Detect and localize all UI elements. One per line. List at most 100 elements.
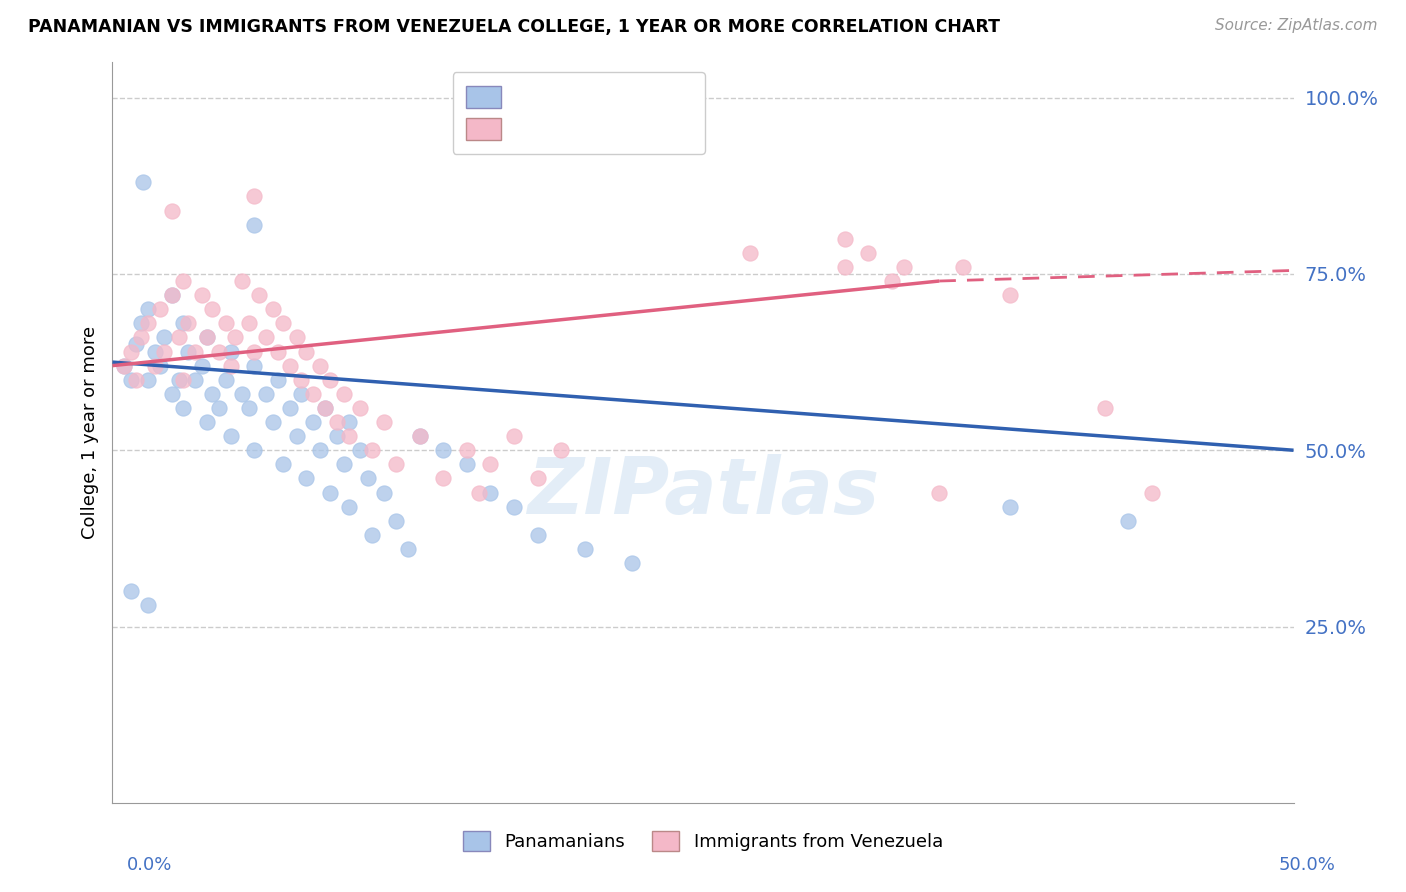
Point: [231, 274, 253, 288]
Point: [243, 218, 266, 232]
Point: [285, 429, 308, 443]
Point: [172, 316, 194, 330]
Point: [893, 260, 915, 274]
Point: [267, 344, 290, 359]
Point: [337, 429, 360, 443]
Point: [195, 330, 218, 344]
Point: [112, 359, 135, 373]
Point: [479, 485, 502, 500]
Text: 65: 65: [623, 104, 650, 124]
Point: [456, 443, 478, 458]
Point: [262, 302, 284, 317]
Point: [385, 458, 408, 472]
Point: [247, 288, 270, 302]
Point: [740, 245, 762, 260]
Text: R =: R =: [464, 80, 508, 99]
Point: [208, 401, 231, 415]
Point: [314, 401, 336, 415]
Point: [880, 274, 903, 288]
Point: [120, 344, 142, 359]
Point: [337, 415, 360, 429]
Point: [160, 288, 183, 302]
Point: [254, 330, 277, 344]
Point: [172, 373, 194, 387]
Point: [177, 344, 200, 359]
Point: [243, 359, 266, 373]
Point: [309, 443, 332, 458]
Point: [136, 599, 159, 613]
Point: [271, 316, 294, 330]
Point: [224, 330, 246, 344]
Point: [201, 302, 224, 317]
Point: [254, 387, 277, 401]
Point: [526, 471, 548, 485]
Point: [479, 458, 502, 472]
Point: [408, 429, 430, 443]
Point: [129, 316, 152, 330]
Point: [314, 401, 336, 415]
Point: [160, 387, 183, 401]
Point: [278, 359, 301, 373]
Point: [295, 471, 318, 485]
Point: [1094, 401, 1116, 415]
Point: [319, 485, 342, 500]
Point: [120, 584, 142, 599]
Point: [1116, 514, 1139, 528]
Point: [309, 359, 332, 373]
Point: [290, 387, 312, 401]
Point: [361, 443, 384, 458]
Point: [219, 429, 242, 443]
Point: [219, 359, 242, 373]
Point: [143, 344, 166, 359]
Point: [112, 359, 135, 373]
Point: [349, 401, 371, 415]
Point: [373, 485, 395, 500]
Text: PANAMANIAN VS IMMIGRANTS FROM VENEZUELA COLLEGE, 1 YEAR OR MORE CORRELATION CHAR: PANAMANIAN VS IMMIGRANTS FROM VENEZUELA …: [28, 18, 1000, 36]
Text: N =: N =: [589, 80, 633, 99]
Point: [503, 500, 526, 514]
Point: [271, 458, 294, 472]
Point: [550, 443, 572, 458]
Point: [219, 344, 242, 359]
Point: [125, 373, 148, 387]
Point: [167, 373, 190, 387]
Point: [231, 387, 253, 401]
Point: [149, 302, 172, 317]
Point: [208, 344, 231, 359]
Point: [574, 541, 596, 556]
Text: Source: ZipAtlas.com: Source: ZipAtlas.com: [1215, 18, 1378, 33]
Point: [295, 344, 318, 359]
Text: R =: R =: [464, 104, 508, 124]
Point: [834, 260, 856, 274]
Point: [153, 344, 176, 359]
Point: [998, 500, 1021, 514]
Point: [302, 415, 325, 429]
Point: [285, 330, 308, 344]
Point: [160, 288, 183, 302]
Point: [167, 330, 190, 344]
Point: [319, 373, 342, 387]
Point: [432, 443, 454, 458]
Point: [120, 373, 142, 387]
Point: [1140, 485, 1163, 500]
Point: [278, 401, 301, 415]
Point: [143, 359, 166, 373]
Point: [136, 302, 159, 317]
Point: [215, 373, 238, 387]
Point: [243, 344, 266, 359]
Point: [238, 401, 260, 415]
Point: [467, 485, 489, 500]
Text: -0.071: -0.071: [506, 80, 575, 99]
Point: [621, 556, 644, 570]
Point: [526, 528, 548, 542]
Point: [267, 373, 290, 387]
Point: [928, 485, 950, 500]
Point: [191, 288, 214, 302]
Point: [333, 458, 356, 472]
Point: [136, 373, 159, 387]
Point: [243, 189, 266, 203]
Point: [408, 429, 430, 443]
Point: [243, 443, 266, 458]
Point: [195, 330, 218, 344]
Text: ZIPatlas: ZIPatlas: [527, 454, 879, 530]
